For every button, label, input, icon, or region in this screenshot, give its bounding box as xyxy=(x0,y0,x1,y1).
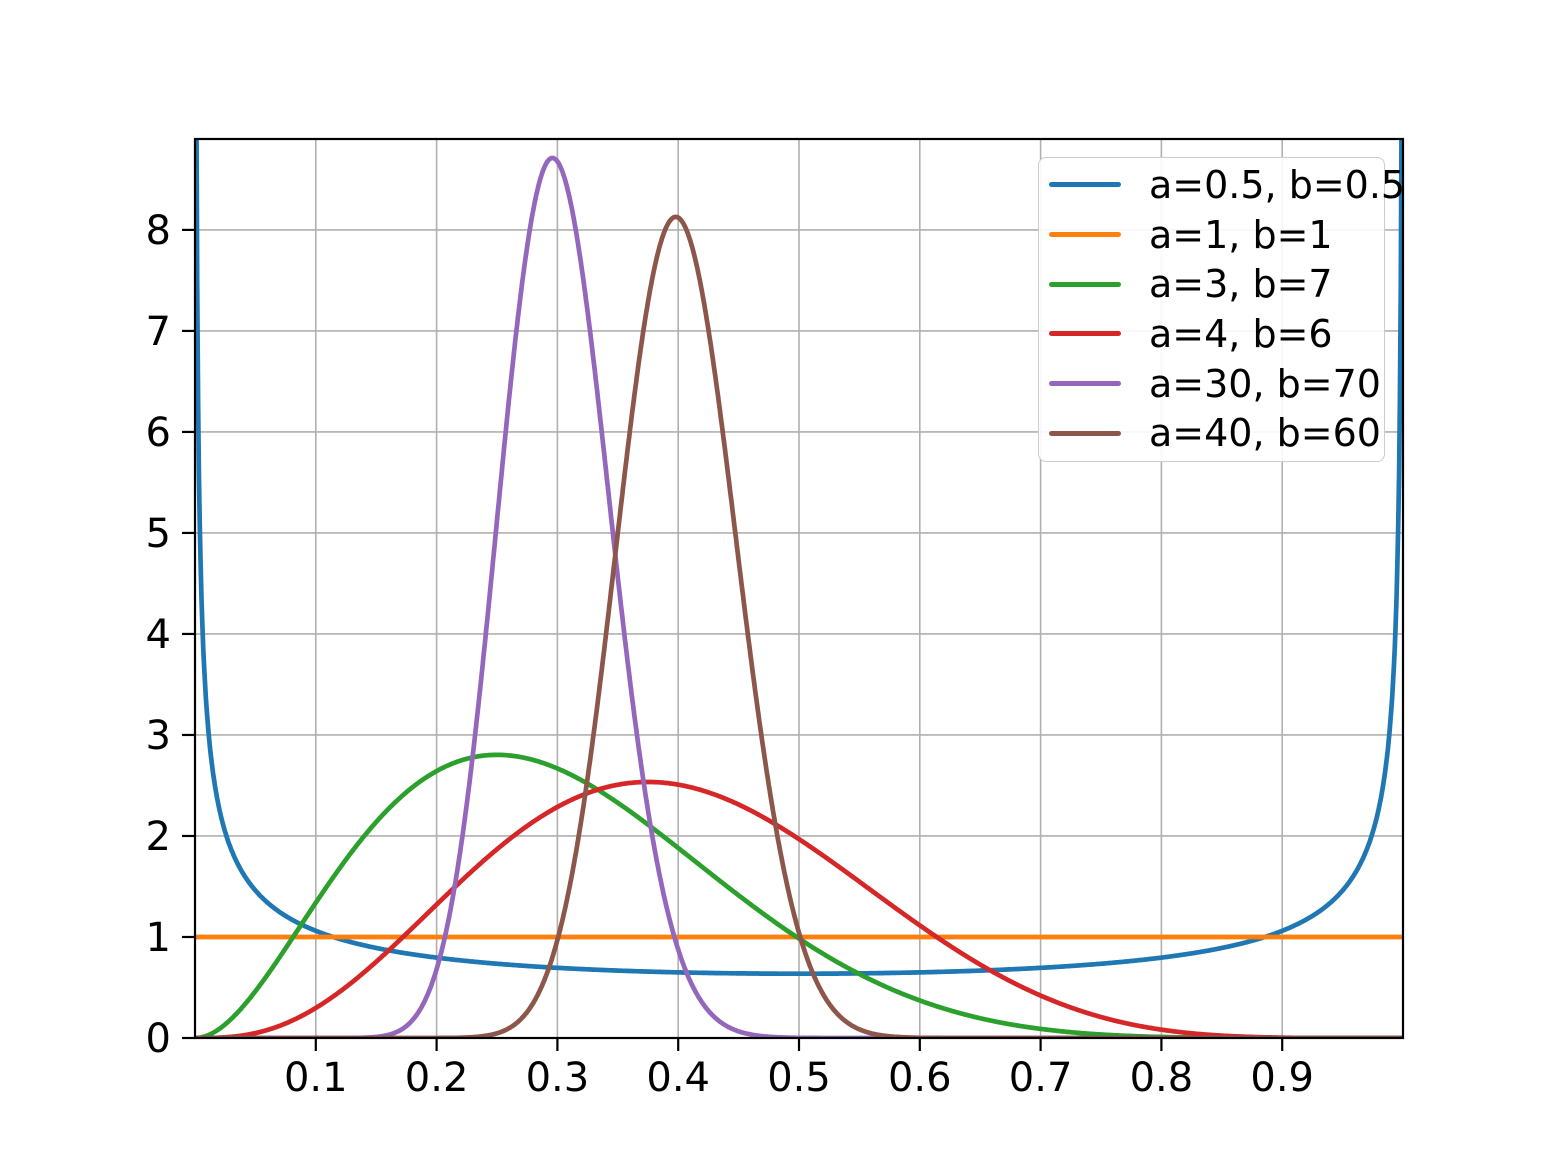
y-tick-label: 6 xyxy=(146,410,171,456)
x-axis: 0.1 0.2 0.3 0.4 0.5 0.6 0.7 0.8 0.9 xyxy=(284,1038,1314,1101)
legend-label: a=1, b=1 xyxy=(1149,212,1333,257)
y-tick-label: 3 xyxy=(146,713,171,759)
legend-entry: a=1, b=1 xyxy=(1039,210,1384,260)
legend-label: a=3, b=7 xyxy=(1149,262,1333,307)
y-tick-label: 5 xyxy=(146,511,171,557)
legend-swatch xyxy=(1049,331,1121,337)
legend-entry: a=30, b=70 xyxy=(1039,359,1384,409)
y-axis: 0 1 2 3 4 5 6 7 8 xyxy=(146,208,195,1062)
curve-a40-b60 xyxy=(195,214,1403,1038)
y-tick-label: 8 xyxy=(146,208,171,254)
x-tick-label: 0.8 xyxy=(1130,1055,1194,1101)
x-tick-label: 0.4 xyxy=(646,1055,710,1101)
y-tick-label: 4 xyxy=(146,612,171,658)
y-tick-label: 2 xyxy=(146,814,171,860)
x-tick-label: 0.5 xyxy=(767,1055,831,1101)
x-tick-label: 0.9 xyxy=(1250,1055,1314,1101)
legend-swatch xyxy=(1049,381,1121,387)
legend-label: a=4, b=6 xyxy=(1149,311,1333,356)
legend-label: a=40, b=60 xyxy=(1149,411,1381,456)
curves xyxy=(195,139,1403,1038)
legend-label: a=0.5, b=0.5 xyxy=(1149,162,1406,207)
legend-swatch xyxy=(1049,182,1121,188)
legend-entry: a=0.5, b=0.5 xyxy=(1039,160,1405,210)
legend-entry: a=4, b=6 xyxy=(1039,309,1384,359)
legend-label: a=30, b=70 xyxy=(1149,361,1381,406)
legend-swatch xyxy=(1049,281,1121,287)
y-tick-label: 1 xyxy=(146,915,171,961)
x-tick-label: 0.2 xyxy=(405,1055,469,1101)
y-tick-label: 7 xyxy=(146,309,171,355)
y-tick-label: 0 xyxy=(146,1016,171,1062)
legend-entry: a=3, b=7 xyxy=(1039,259,1384,309)
legend-swatch xyxy=(1049,232,1121,238)
curve-a0.5-b0.5 xyxy=(195,139,1403,977)
legend-entry: a=40, b=60 xyxy=(1039,408,1384,458)
x-tick-label: 0.7 xyxy=(1009,1055,1073,1101)
curve-a4-b6 xyxy=(195,779,1403,1038)
x-tick-label: 0.3 xyxy=(526,1055,590,1101)
x-tick-label: 0.1 xyxy=(284,1055,348,1101)
legend: a=0.5, b=0.5 a=1, b=1 a=3, b=7 a=4, b=6 a=30… xyxy=(1038,157,1405,462)
legend-swatch xyxy=(1049,430,1121,436)
x-tick-label: 0.6 xyxy=(888,1055,952,1101)
